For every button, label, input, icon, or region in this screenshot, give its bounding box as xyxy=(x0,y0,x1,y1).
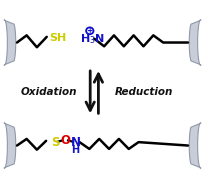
Text: H: H xyxy=(71,145,79,155)
Text: +: + xyxy=(86,26,92,35)
Text: Reduction: Reduction xyxy=(114,87,172,97)
Polygon shape xyxy=(4,123,16,168)
Text: N: N xyxy=(70,136,80,149)
Text: H$_3$N: H$_3$N xyxy=(80,32,104,46)
Text: Oxidation: Oxidation xyxy=(21,87,77,97)
Polygon shape xyxy=(4,20,16,65)
Text: O: O xyxy=(60,134,70,147)
Text: S: S xyxy=(50,136,59,149)
Polygon shape xyxy=(188,20,200,65)
Text: SH: SH xyxy=(49,33,66,43)
Polygon shape xyxy=(188,123,200,168)
